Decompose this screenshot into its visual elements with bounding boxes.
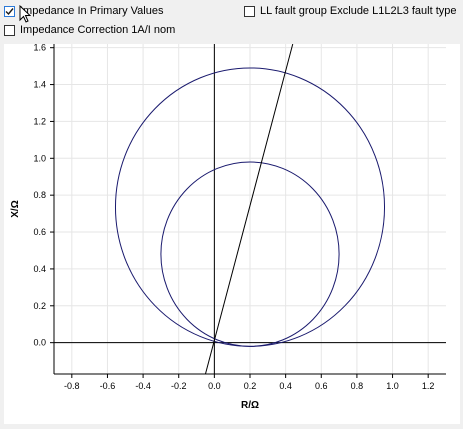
x-tick-label: 0.2 — [244, 381, 257, 391]
x-tick-label: 0.4 — [279, 381, 292, 391]
y-tick-label: 1.4 — [33, 80, 46, 90]
y-tick-label: 1.6 — [33, 44, 46, 53]
impedance-primary-label: Impedance In Primary Values — [20, 5, 164, 17]
x-tick-label: 1.2 — [422, 381, 435, 391]
ll-fault-group-option[interactable]: LL fault group Exclude L1L2L3 fault type — [244, 5, 457, 17]
impedance-correction-label: Impedance Correction 1A/I nom — [20, 24, 176, 36]
x-tick-label: -0.6 — [100, 381, 116, 391]
impedance-primary-checkbox[interactable] — [4, 5, 15, 17]
x-tick-label: 0.6 — [315, 381, 328, 391]
checkmark-icon — [5, 7, 14, 15]
chart-canvas: -0.8 -0.6 -0.4 -0.2 0.0 0.2 0.4 0.6 0.8 1.0 1.2 0.0… — [10, 44, 446, 411]
impedance-correction-checkbox[interactable] — [4, 24, 15, 36]
y-tick-label: 1.2 — [33, 116, 46, 126]
impedance-circle-2 — [160, 161, 340, 347]
tick-labels: -0.8 -0.6 -0.4 -0.2 0.0 0.2 0.4 0.6 0.8 1.0 1.2 0.0… — [33, 44, 434, 391]
y-tick-label: 0.2 — [33, 301, 46, 311]
x-tick-label: 1.0 — [386, 381, 399, 391]
impedance-chart[interactable]: -0.8 -0.6 -0.4 -0.2 0.0 0.2 0.4 0.6 0.8 1.0 1.2 0.0… — [4, 44, 460, 424]
ll-fault-group-label: LL fault group Exclude L1L2L3 fault type — [260, 5, 457, 17]
characteristic-line — [204, 44, 294, 375]
x-axis-label: R/Ω — [241, 400, 259, 411]
y-axis-label: X/Ω — [10, 200, 21, 217]
y-tick-label: 1.0 — [33, 153, 46, 163]
series — [114, 44, 386, 375]
grid — [54, 44, 446, 374]
y-tick-label: 0.6 — [33, 227, 46, 237]
ll-fault-group-checkbox[interactable] — [244, 5, 255, 17]
x-tick-label: -0.8 — [64, 381, 80, 391]
x-tick-label: 0.0 — [208, 381, 221, 391]
y-tick-label: 0.4 — [33, 264, 46, 274]
y-tick-label: 0.8 — [33, 190, 46, 200]
impedance-primary-option[interactable]: Impedance In Primary Values — [4, 5, 163, 17]
mouse-cursor-icon — [19, 5, 31, 23]
x-tick-label: -0.4 — [135, 381, 151, 391]
y-tick-label: 0.0 — [33, 338, 46, 348]
impedance-correction-option[interactable]: Impedance Correction 1A/I nom — [4, 24, 175, 36]
x-tick-label: 0.8 — [351, 381, 364, 391]
x-tick-label: -0.2 — [171, 381, 187, 391]
axes — [50, 44, 446, 378]
